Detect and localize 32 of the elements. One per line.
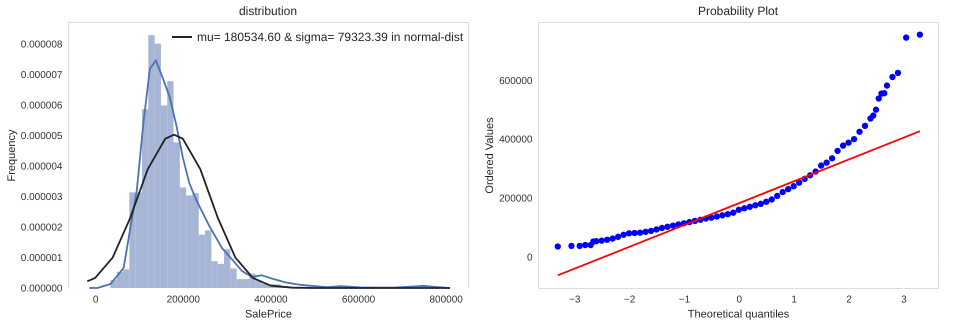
x-tick-label: 200000 bbox=[166, 294, 200, 306]
x-tick-label: 0 bbox=[92, 294, 99, 306]
x-tick-label: 3 bbox=[901, 294, 908, 306]
x-axis-title: SalePrice bbox=[244, 308, 292, 320]
x-tick-label: 0 bbox=[736, 294, 743, 306]
x-tick-label: 600000 bbox=[342, 294, 376, 306]
y-tick-label: 0.000005 bbox=[20, 131, 63, 142]
x-axis-title: Theoretical quantiles bbox=[688, 308, 790, 320]
y-tick-label: 0.000007 bbox=[20, 70, 63, 82]
y-tick-label: 0.000004 bbox=[20, 162, 63, 173]
y-tick-label: 0.000000 bbox=[20, 284, 63, 294]
x-tick-label: −2 bbox=[624, 294, 636, 306]
x-tick-label: 1 bbox=[791, 294, 798, 306]
y-axis-title: Frequency bbox=[6, 129, 18, 182]
y-tick-label: 0.000006 bbox=[20, 100, 63, 112]
y-tick-label: 0 bbox=[526, 252, 533, 264]
y-tick-label: 600000 bbox=[499, 76, 533, 87]
x-tick-label: −3 bbox=[569, 294, 581, 306]
x-tick-label: 800000 bbox=[429, 294, 464, 306]
x-tick-label: −1 bbox=[678, 294, 691, 306]
chart-title: distribution bbox=[238, 4, 298, 18]
y-tick-label: 0.000003 bbox=[20, 192, 63, 204]
y-axis-title: Ordered Values bbox=[484, 116, 496, 194]
chart-title: Probability Plot bbox=[698, 4, 779, 18]
x-tick-label: 2 bbox=[846, 294, 852, 306]
y-tick-label: 400000 bbox=[499, 134, 533, 146]
x-tick-label: 400000 bbox=[254, 294, 288, 306]
y-tick-label: 200000 bbox=[499, 193, 533, 204]
y-tick-label: 0.000001 bbox=[20, 253, 63, 264]
legend-label: mu= 180534.60 & sigma= 79323.39 in normal-dist bbox=[197, 30, 464, 44]
y-tick-label: 0.000008 bbox=[20, 40, 63, 51]
y-tick-label: 0.000002 bbox=[20, 222, 63, 234]
